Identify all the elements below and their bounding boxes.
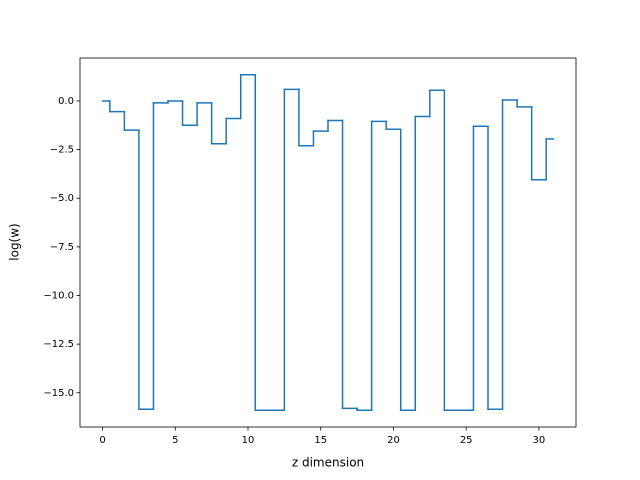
y-tick-label: −10.0: [43, 291, 74, 302]
y-tick-label: 0.0: [58, 96, 74, 107]
x-tick-label: 15: [314, 435, 327, 446]
y-tick-label: −5.0: [50, 193, 74, 204]
x-tick-label: 5: [172, 435, 178, 446]
axes-frame: [79, 57, 577, 428]
y-axis-label: log(w): [8, 223, 22, 260]
x-tick-label: 25: [460, 435, 473, 446]
x-tick-label: 10: [242, 435, 255, 446]
x-tick-label: 0: [99, 435, 105, 446]
y-tick-label: −7.5: [50, 242, 74, 253]
y-tick-label: −2.5: [50, 145, 74, 156]
x-tick-label: 20: [387, 435, 400, 446]
y-tick-label: −15.0: [43, 388, 74, 399]
x-axis-label: z dimension: [292, 456, 364, 470]
x-tick-label: 30: [533, 435, 546, 446]
y-tick-label: −12.5: [43, 339, 74, 350]
